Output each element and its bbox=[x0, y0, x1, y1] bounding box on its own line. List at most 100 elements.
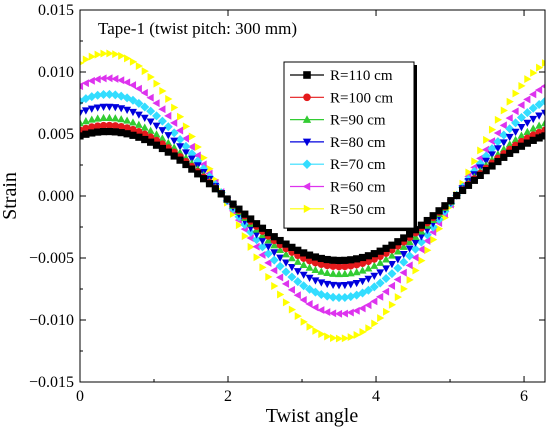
data-point bbox=[194, 170, 202, 178]
data-point bbox=[135, 62, 144, 71]
data-point bbox=[529, 136, 537, 144]
data-point bbox=[293, 277, 303, 287]
data-point bbox=[347, 256, 355, 264]
data-point bbox=[87, 92, 97, 102]
legend-label: R=70 cm bbox=[330, 157, 386, 173]
data-point bbox=[134, 98, 144, 108]
data-point bbox=[287, 264, 296, 272]
data-point bbox=[211, 185, 219, 193]
data-point bbox=[488, 162, 496, 170]
data-point bbox=[277, 290, 285, 299]
data-point bbox=[152, 122, 161, 130]
data-point bbox=[270, 266, 278, 275]
data-point bbox=[388, 241, 396, 249]
data-point bbox=[171, 103, 179, 112]
data-point bbox=[487, 137, 496, 146]
data-point bbox=[494, 157, 502, 166]
data-point bbox=[477, 146, 485, 155]
data-point bbox=[206, 164, 214, 173]
data-point bbox=[264, 228, 272, 237]
data-point bbox=[152, 111, 162, 121]
data-point bbox=[264, 243, 273, 251]
data-point bbox=[528, 103, 538, 113]
data-point bbox=[500, 106, 508, 115]
x-tick-label: 4 bbox=[372, 388, 380, 405]
data-point bbox=[347, 262, 355, 270]
data-point bbox=[341, 262, 349, 271]
data-point bbox=[299, 260, 308, 268]
data-point bbox=[458, 186, 467, 195]
data-point bbox=[505, 114, 513, 123]
data-point bbox=[406, 230, 414, 238]
data-point bbox=[317, 254, 325, 263]
data-point bbox=[111, 104, 120, 112]
data-point bbox=[417, 233, 426, 241]
data-point bbox=[417, 221, 425, 229]
data-point bbox=[299, 295, 307, 304]
data-point bbox=[111, 128, 119, 136]
data-point bbox=[382, 244, 390, 252]
data-point bbox=[93, 90, 103, 100]
data-point bbox=[80, 82, 84, 91]
data-point bbox=[129, 131, 137, 139]
data-point bbox=[353, 255, 361, 263]
data-point bbox=[112, 50, 120, 59]
series-layer bbox=[80, 49, 545, 343]
data-point bbox=[382, 255, 391, 263]
data-point bbox=[246, 227, 256, 237]
data-point bbox=[118, 51, 126, 60]
data-point bbox=[100, 49, 108, 58]
data-point bbox=[488, 151, 496, 159]
data-point bbox=[541, 109, 545, 117]
data-point bbox=[517, 124, 526, 132]
data-point bbox=[194, 143, 202, 151]
data-point bbox=[105, 121, 114, 129]
data-point bbox=[88, 129, 96, 137]
data-point bbox=[269, 255, 279, 265]
data-point bbox=[518, 81, 526, 90]
data-point bbox=[170, 152, 178, 160]
data-point bbox=[305, 257, 314, 265]
data-point bbox=[353, 261, 361, 269]
x-axis-ticks: 0 2 4 6 bbox=[76, 10, 528, 405]
data-point bbox=[105, 74, 113, 83]
data-point bbox=[511, 128, 520, 136]
series-r-50-cm bbox=[80, 49, 545, 343]
data-point bbox=[323, 255, 331, 264]
data-point bbox=[511, 107, 519, 116]
data-point bbox=[311, 253, 320, 261]
data-point bbox=[358, 253, 367, 262]
data-point bbox=[317, 260, 325, 269]
data-point bbox=[176, 156, 184, 164]
data-point bbox=[258, 250, 266, 259]
data-point bbox=[493, 145, 502, 153]
data-point bbox=[394, 238, 402, 246]
data-point bbox=[493, 129, 501, 138]
data-point bbox=[388, 251, 396, 259]
data-point bbox=[299, 271, 308, 279]
data-point bbox=[288, 305, 297, 314]
data-point bbox=[487, 144, 497, 154]
data-point bbox=[80, 60, 85, 66]
data-point bbox=[134, 84, 142, 93]
data-point bbox=[159, 86, 167, 95]
data-point bbox=[377, 314, 385, 322]
chart-annotation: Tape-1 (twist pitch: 300 mm) bbox=[98, 19, 297, 38]
data-point bbox=[441, 202, 449, 210]
data-point bbox=[335, 282, 343, 290]
data-point bbox=[340, 269, 349, 278]
data-point bbox=[471, 157, 479, 166]
data-point bbox=[405, 261, 413, 270]
data-point bbox=[335, 269, 343, 278]
x-tick-label: 2 bbox=[224, 388, 232, 405]
data-point bbox=[141, 135, 149, 144]
data-point bbox=[271, 282, 279, 290]
data-point bbox=[499, 139, 508, 147]
data-point bbox=[335, 334, 344, 343]
data-point bbox=[252, 231, 261, 239]
data-point bbox=[536, 63, 544, 72]
data-point bbox=[105, 103, 114, 111]
data-point bbox=[152, 130, 161, 138]
data-point bbox=[388, 300, 397, 309]
